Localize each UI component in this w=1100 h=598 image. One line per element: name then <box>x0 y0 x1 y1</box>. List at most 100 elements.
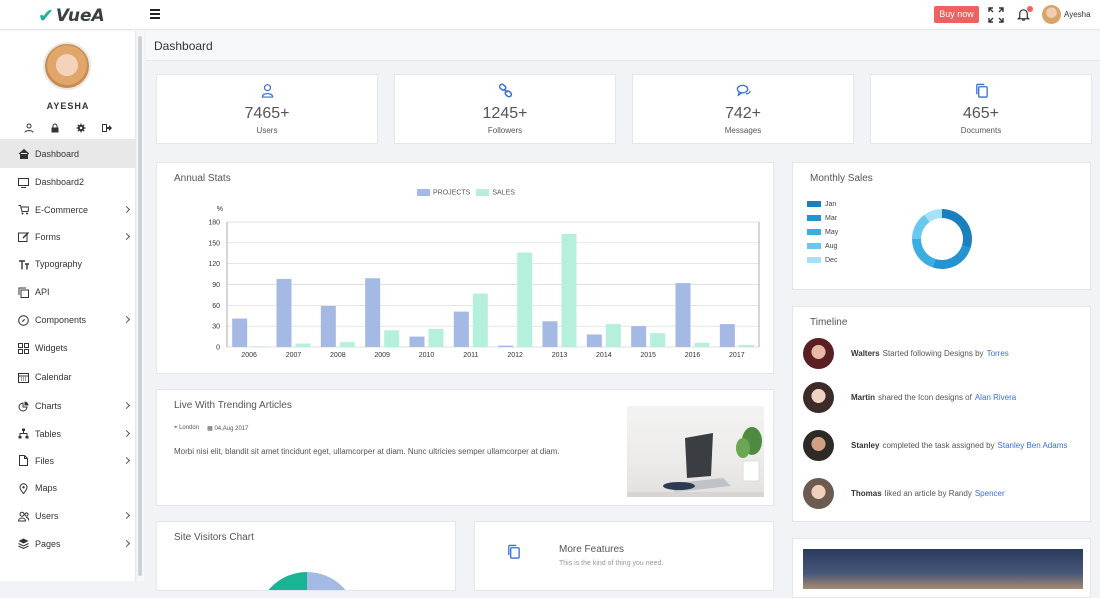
stat-label: Messages <box>724 126 762 135</box>
sidebar-item-label: Maps <box>35 483 58 493</box>
article-title[interactable]: Live With Trending Articles <box>174 400 292 411</box>
bar-projects <box>719 324 735 347</box>
y-tick-label: 120 <box>208 261 220 268</box>
menu-toggle-icon[interactable] <box>150 9 160 19</box>
stat-card-followers[interactable]: 1245+ Followers <box>394 74 616 144</box>
bar-projects <box>409 336 425 347</box>
buy-now-button[interactable]: Buy now <box>934 6 979 23</box>
brand-logo[interactable]: ✔ VueA <box>38 5 105 27</box>
more-features-subtitle: This is the kind of thing you need. <box>559 560 664 567</box>
image-card <box>792 538 1091 598</box>
edit-icon <box>18 231 29 242</box>
donut-slice-jan[interactable] <box>942 209 972 249</box>
stat-value: 742+ <box>724 105 762 122</box>
user-menu[interactable]: Ayesha <box>1042 5 1091 24</box>
chart-legend: PROJECTS SALES <box>417 189 515 196</box>
chevron-right-icon <box>122 315 131 324</box>
notification-bell-icon[interactable] <box>1016 6 1033 23</box>
stat-value: 465+ <box>962 105 1000 122</box>
chevron-right-icon <box>122 401 131 410</box>
bar-projects <box>320 306 336 347</box>
donut-slice-may[interactable] <box>912 239 936 268</box>
y-tick-label: 90 <box>212 282 220 289</box>
sidebar-item-components[interactable]: Components <box>0 306 136 334</box>
sidebar-item-e-commerce[interactable]: E-Commerce <box>0 196 136 223</box>
text-icon <box>19 259 29 269</box>
fullscreen-icon[interactable] <box>988 7 1004 23</box>
timeline-link[interactable]: Torres <box>986 349 1009 358</box>
stat-card-messages[interactable]: 742+ Messages <box>632 74 854 144</box>
legend-item[interactable]: Mar <box>807 211 838 225</box>
sidebar-item-widgets[interactable]: Widgets <box>0 334 136 362</box>
x-tick-label: 2011 <box>463 352 478 359</box>
legend-item[interactable]: Dec <box>807 253 838 267</box>
sidebar-item-calendar[interactable]: Calendar <box>0 362 136 392</box>
timeline-link[interactable]: Alan Rivera <box>974 393 1017 402</box>
profile-user-icon[interactable] <box>24 120 34 133</box>
sidebar-item-pages[interactable]: Pages <box>0 530 136 557</box>
legend-item[interactable]: Aug <box>807 239 838 253</box>
sidebar-item-files[interactable]: Files <box>0 447 136 474</box>
donut-slice-mar[interactable] <box>932 245 971 269</box>
avatar <box>803 430 834 461</box>
avatar <box>803 478 834 509</box>
x-tick-label: 2016 <box>685 352 701 359</box>
sidebar-item-typography[interactable]: Typography <box>0 250 136 278</box>
sidebar-item-label: Typography <box>35 259 83 269</box>
x-tick-label: 2014 <box>596 352 612 359</box>
legend-item[interactable]: Jan <box>807 197 838 211</box>
sidebar-item-users[interactable]: Users <box>0 502 136 530</box>
gear-icon[interactable] <box>76 120 86 133</box>
stat-value: 7465+ <box>244 105 290 122</box>
stat-card-documents[interactable]: 465+ Documents <box>870 74 1092 144</box>
calendar-icon: ▦ <box>207 426 213 432</box>
donut-slice-aug[interactable] <box>912 214 930 239</box>
link-icon <box>498 83 513 98</box>
sidebar-item-label: E-Commerce <box>35 204 89 215</box>
map-pin-icon <box>19 482 28 494</box>
legend-item-sales[interactable]: SALES <box>476 189 515 196</box>
lock-icon[interactable] <box>50 120 60 133</box>
bar-projects <box>586 334 602 347</box>
sidebar-item-label: Widgets <box>35 343 68 353</box>
documents-icon <box>976 83 988 98</box>
user-icon <box>261 84 274 98</box>
sidebar-item-dashboard2[interactable]: Dashboard2 <box>0 168 136 196</box>
annual-stats-card: Annual Stats PROJECTS SALES 0 30 60 90 120 15… <box>156 162 774 374</box>
y-axis-label: % <box>217 206 223 213</box>
sidebar-item-tables[interactable]: Tables <box>0 420 136 447</box>
timeline-item: Stanley completed the task assigned by Sta… <box>803 430 1083 461</box>
chevron-right-icon <box>122 205 131 214</box>
x-tick-label: 2007 <box>286 352 302 359</box>
sidebar-item-maps[interactable]: Maps <box>0 474 136 502</box>
avatar <box>1042 5 1061 24</box>
y-tick-label: 30 <box>212 324 220 331</box>
timeline-title: Timeline <box>810 317 848 328</box>
y-tick-label: 0 <box>216 345 220 352</box>
sidebar-scrollbar-thumb[interactable] <box>138 36 142 576</box>
timeline-item: Walters Started following Designs by Torre… <box>803 338 1083 369</box>
sidebar-item-dashboard[interactable]: Dashboard <box>0 139 136 168</box>
monitor-icon <box>18 177 29 188</box>
sidebar-item-label: Charts <box>35 401 62 411</box>
x-tick-label: 2009 <box>374 352 390 359</box>
sidebar-item-forms[interactable]: Forms <box>0 223 136 250</box>
sitemap-icon <box>18 428 29 439</box>
chevron-right-icon <box>122 456 131 465</box>
more-features-card: More Features This is the kind of thing … <box>474 521 774 591</box>
y-tick-label: 150 <box>208 240 220 247</box>
annual-stats-title: Annual Stats <box>174 173 231 184</box>
legend-item[interactable]: May <box>807 225 838 239</box>
trending-article-card: Live With Trending Articles ⌖ London ▦ 0… <box>156 389 774 506</box>
stat-card-users[interactable]: 7465+ Users <box>156 74 378 144</box>
logout-icon[interactable] <box>102 120 112 132</box>
timeline-link[interactable]: Spencer <box>974 489 1005 498</box>
donut-slice-dec[interactable] <box>924 209 942 223</box>
sidebar-item-api[interactable]: API <box>0 278 136 306</box>
timeline-link[interactable]: Stanley Ben Adams <box>997 441 1068 450</box>
legend-item-projects[interactable]: PROJECTS <box>417 189 470 196</box>
avatar <box>803 338 834 369</box>
sidebar-item-charts[interactable]: Charts <box>0 392 136 420</box>
copy-icon <box>18 287 29 298</box>
sidebar-item-label: Pages <box>35 538 61 549</box>
